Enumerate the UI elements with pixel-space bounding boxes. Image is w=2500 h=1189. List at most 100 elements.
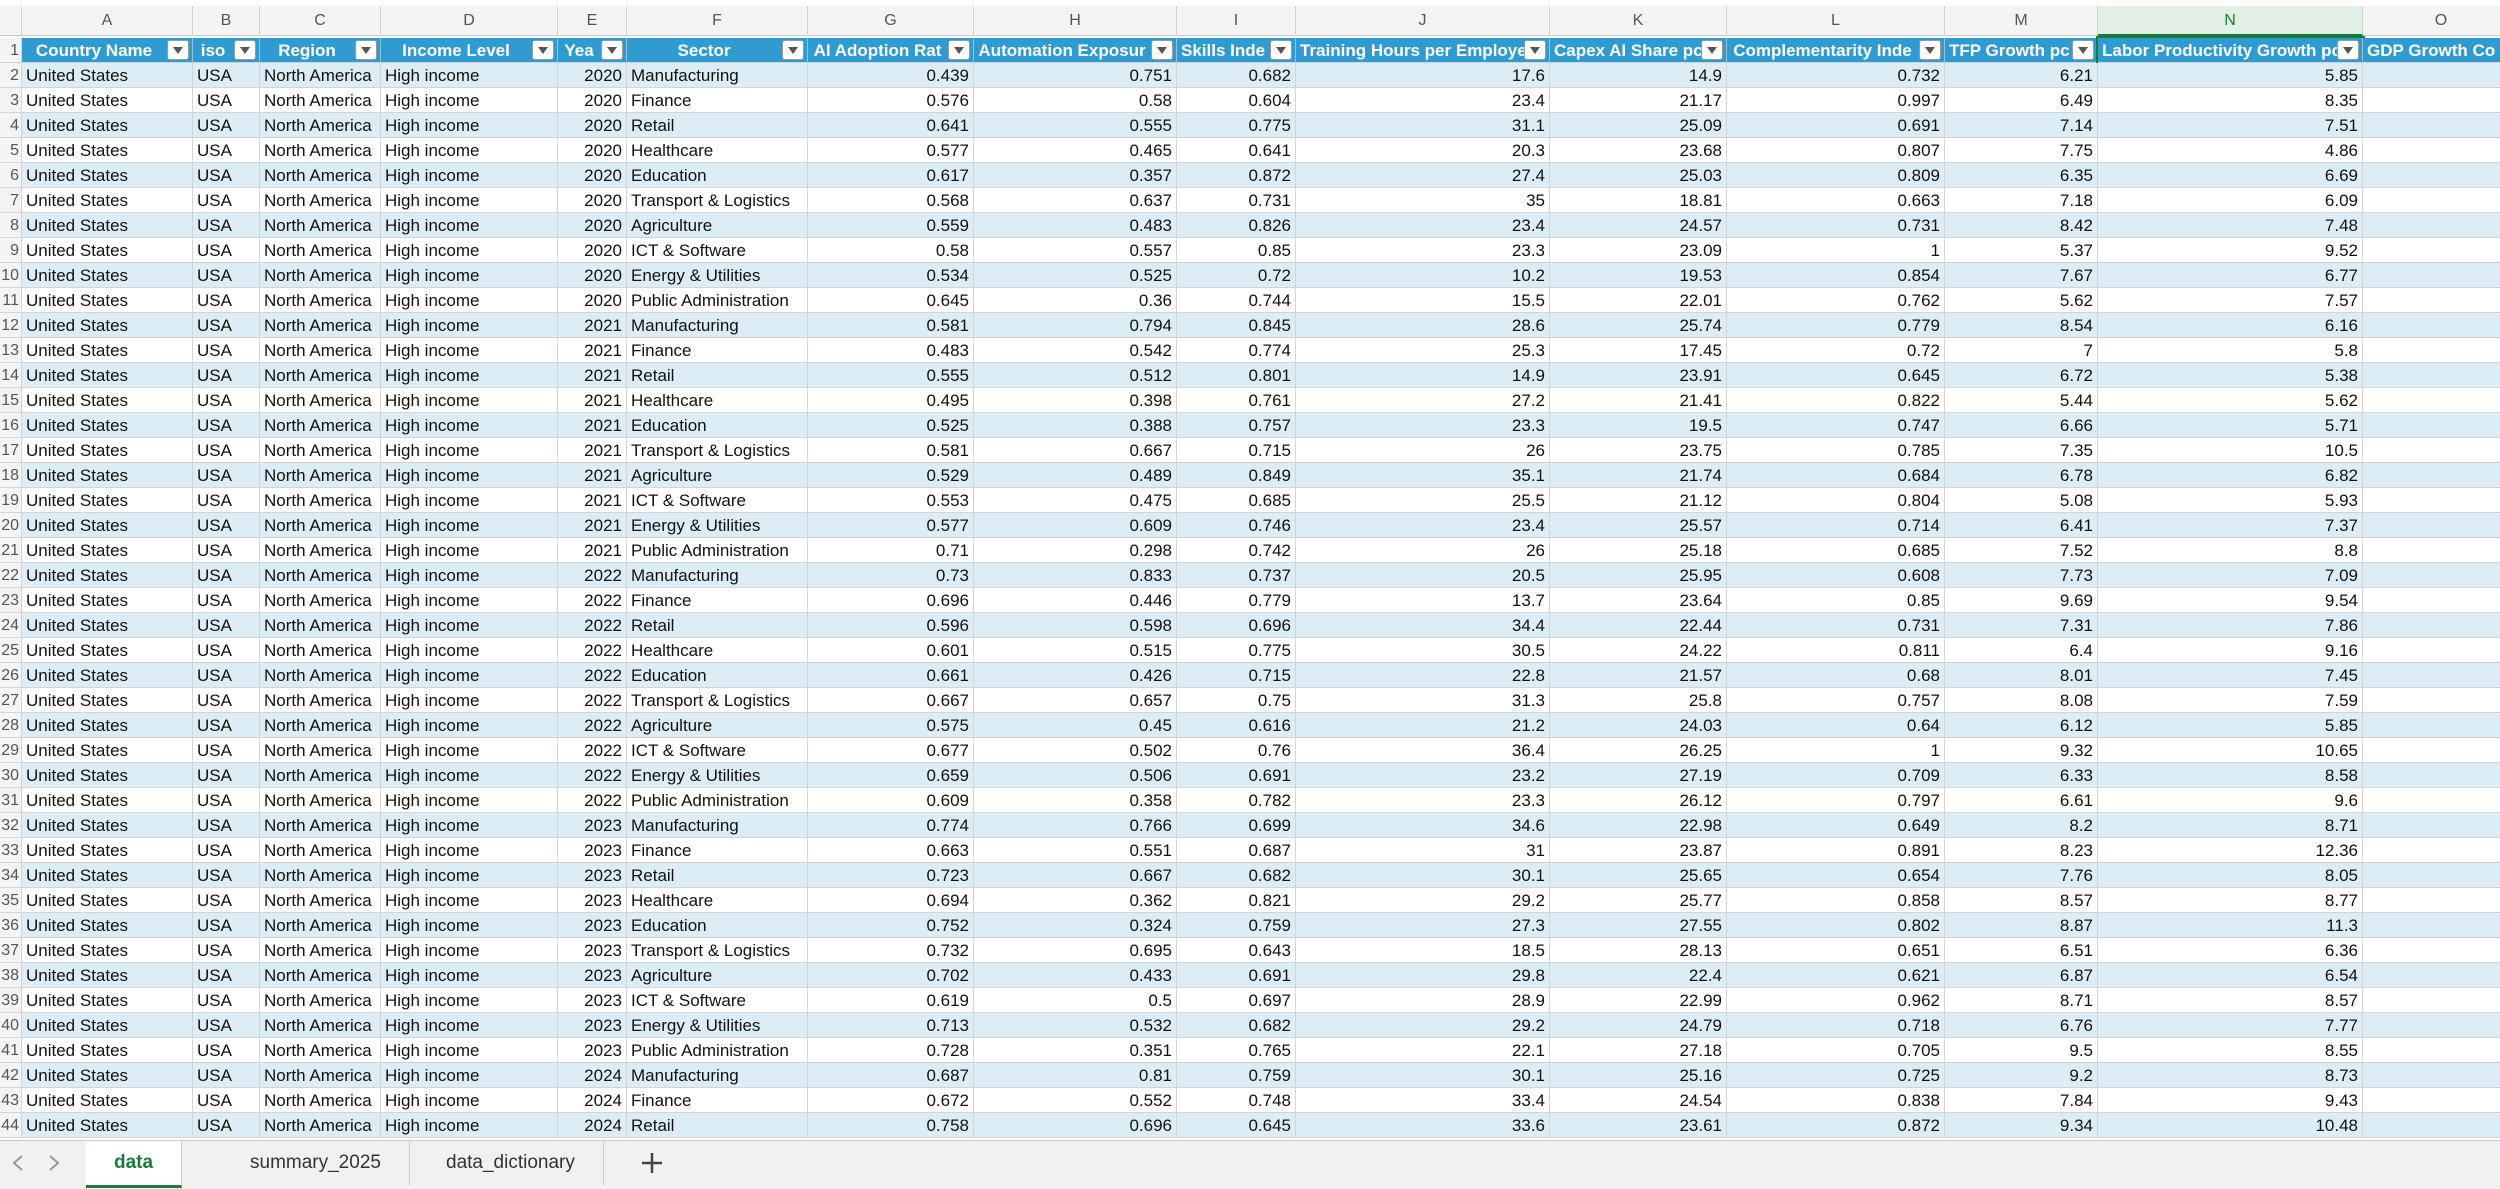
cell[interactable]: 0.609 (974, 513, 1177, 538)
column-letter[interactable]: A (22, 6, 193, 36)
cell[interactable]: 0.962 (1727, 988, 1945, 1013)
cell[interactable]: 8.55 (2098, 1038, 2363, 1063)
cell[interactable]: 7.59 (2098, 688, 2363, 713)
cell[interactable]: 2023 (558, 813, 627, 838)
cell[interactable]: 23.68 (1550, 138, 1727, 163)
empty-cell[interactable] (2363, 863, 2500, 888)
cell[interactable]: USA (193, 338, 260, 363)
cell[interactable]: 23.3 (1296, 413, 1550, 438)
cell[interactable]: 35.1 (1296, 463, 1550, 488)
cell[interactable]: 1 (1727, 238, 1945, 263)
cell[interactable]: United States (22, 788, 193, 813)
cell[interactable]: 23.75 (1550, 438, 1727, 463)
cell[interactable]: High income (381, 488, 558, 513)
cell[interactable]: 34.4 (1296, 613, 1550, 638)
cell[interactable]: 0.72 (1177, 263, 1296, 288)
cell[interactable]: 0.553 (808, 488, 974, 513)
cell[interactable]: 21.2 (1296, 713, 1550, 738)
cell[interactable]: ICT & Software (627, 488, 808, 513)
cell[interactable]: 7.48 (2098, 213, 2363, 238)
cell[interactable]: Retail (627, 113, 808, 138)
cell[interactable]: 0.766 (974, 813, 1177, 838)
cell[interactable]: 0.645 (1727, 363, 1945, 388)
cell[interactable]: High income (381, 613, 558, 638)
cell[interactable]: High income (381, 1113, 558, 1138)
cell[interactable]: 2020 (558, 138, 627, 163)
cell[interactable]: United States (22, 88, 193, 113)
cell[interactable]: United States (22, 713, 193, 738)
cell[interactable]: 0.794 (974, 313, 1177, 338)
cell[interactable]: USA (193, 713, 260, 738)
cell[interactable]: Finance (627, 1088, 808, 1113)
cell[interactable]: United States (22, 413, 193, 438)
cell[interactable]: 0.575 (808, 713, 974, 738)
cell[interactable]: North America (260, 513, 381, 538)
cell[interactable]: 0.997 (1727, 88, 1945, 113)
cell[interactable]: 34.6 (1296, 813, 1550, 838)
cell[interactable]: United States (22, 1113, 193, 1138)
cell[interactable]: 22.98 (1550, 813, 1727, 838)
cell[interactable]: Finance (627, 88, 808, 113)
cell[interactable]: High income (381, 313, 558, 338)
cell[interactable]: High income (381, 363, 558, 388)
cell[interactable]: United States (22, 963, 193, 988)
cell[interactable]: 2020 (558, 63, 627, 88)
cell[interactable]: 0.608 (1727, 563, 1945, 588)
cell[interactable]: 24.57 (1550, 213, 1727, 238)
cell[interactable]: Energy & Utilities (627, 263, 808, 288)
empty-cell[interactable] (2363, 613, 2500, 638)
row-number[interactable]: 22 (0, 563, 22, 588)
cell[interactable]: North America (260, 1038, 381, 1063)
cell[interactable]: 0.663 (1727, 188, 1945, 213)
cell[interactable]: 25.09 (1550, 113, 1727, 138)
cell[interactable]: 2021 (558, 513, 627, 538)
cell[interactable]: 35 (1296, 188, 1550, 213)
cell[interactable]: 0.807 (1727, 138, 1945, 163)
cell[interactable]: 2024 (558, 1088, 627, 1113)
cell[interactable]: USA (193, 238, 260, 263)
cell[interactable]: 0.81 (974, 1063, 1177, 1088)
cell[interactable]: High income (381, 63, 558, 88)
cell[interactable]: 26.25 (1550, 738, 1727, 763)
cell[interactable]: United States (22, 438, 193, 463)
cell[interactable]: USA (193, 513, 260, 538)
empty-cell[interactable] (2363, 1038, 2500, 1063)
cell[interactable]: 0.663 (808, 838, 974, 863)
cell[interactable]: Retail (627, 363, 808, 388)
cell[interactable]: 2022 (558, 788, 627, 813)
cell[interactable]: 0.559 (808, 213, 974, 238)
cell[interactable]: 21.74 (1550, 463, 1727, 488)
cell[interactable]: 0.715 (1177, 438, 1296, 463)
cell[interactable]: 0.779 (1177, 588, 1296, 613)
cell[interactable]: 7.09 (2098, 563, 2363, 588)
column-letter[interactable]: H (974, 6, 1177, 36)
cell[interactable]: USA (193, 488, 260, 513)
cell[interactable]: 0.515 (974, 638, 1177, 663)
cell[interactable]: 0.388 (974, 413, 1177, 438)
cell[interactable]: 6.77 (2098, 263, 2363, 288)
cell[interactable]: 0.762 (1727, 288, 1945, 313)
cell[interactable]: 7.84 (1945, 1088, 2098, 1113)
cell[interactable]: High income (381, 838, 558, 863)
cell[interactable]: 17.6 (1296, 63, 1550, 88)
cell[interactable]: 0.718 (1727, 1013, 1945, 1038)
cell[interactable]: USA (193, 88, 260, 113)
cell[interactable]: 0.596 (808, 613, 974, 638)
cell[interactable]: Agriculture (627, 213, 808, 238)
cell[interactable]: 23.4 (1296, 213, 1550, 238)
cell[interactable]: 21.17 (1550, 88, 1727, 113)
cell[interactable]: 0.802 (1727, 913, 1945, 938)
cell[interactable]: 0.782 (1177, 788, 1296, 813)
cell[interactable]: 0.659 (808, 763, 974, 788)
cell[interactable]: 0.72 (1727, 338, 1945, 363)
cell[interactable]: 22.8 (1296, 663, 1550, 688)
cell[interactable]: High income (381, 188, 558, 213)
cell[interactable]: 0.581 (808, 313, 974, 338)
cell[interactable]: 28.6 (1296, 313, 1550, 338)
empty-cell[interactable] (2363, 188, 2500, 213)
empty-cell[interactable] (2363, 688, 2500, 713)
cell[interactable]: 0.702 (808, 963, 974, 988)
cell[interactable]: ICT & Software (627, 238, 808, 263)
cell[interactable]: 0.58 (808, 238, 974, 263)
cell[interactable]: 36.4 (1296, 738, 1550, 763)
